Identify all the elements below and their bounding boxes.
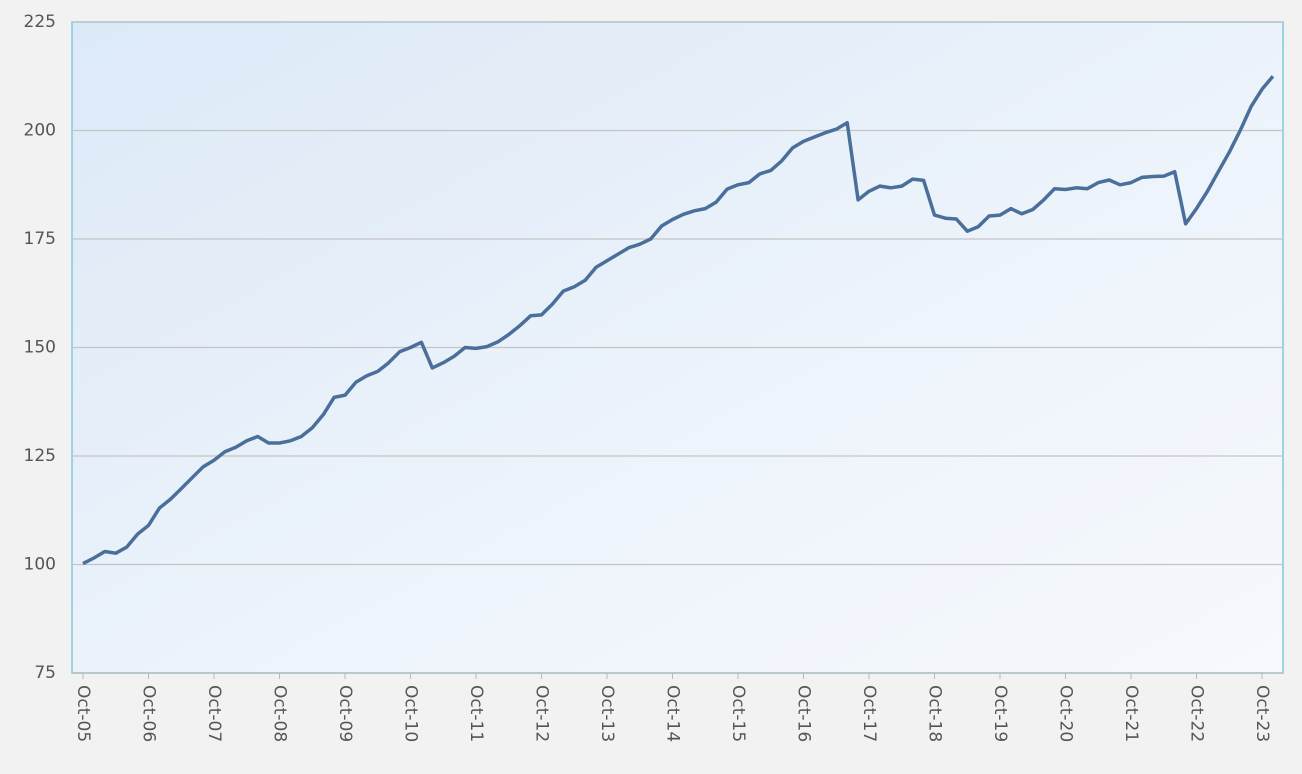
x-tick-label: Oct-13	[597, 685, 617, 742]
x-tick-label: Oct-15	[728, 685, 748, 742]
x-tick-label: Oct-22	[1187, 685, 1207, 742]
y-tick-label: 175	[24, 229, 56, 249]
y-tick-label: 200	[24, 121, 56, 141]
series-line	[82, 75, 1275, 566]
y-tick-label: 150	[24, 338, 56, 358]
y-tick-label: 75	[34, 663, 56, 683]
x-tick-label: Oct-07	[204, 685, 224, 742]
x-tick-label: Oct-23	[1252, 685, 1272, 742]
x-tick-label: Oct-18	[925, 685, 945, 742]
x-tick-label: Oct-17	[859, 685, 879, 742]
x-tick-label: Oct-20	[1056, 685, 1076, 742]
x-tick-label: Oct-14	[663, 685, 683, 742]
y-tick-label: 100	[24, 555, 56, 575]
x-tick-label: Oct-21	[1121, 685, 1141, 742]
x-tick-label: Oct-19	[990, 685, 1010, 742]
x-tick-label: Oct-09	[335, 685, 355, 742]
x-tick-label: Oct-11	[466, 685, 486, 742]
y-tick-label: 225	[24, 12, 56, 32]
x-tick-label: Oct-10	[401, 685, 421, 742]
x-tick-label: Oct-12	[532, 685, 552, 742]
x-tick-label: Oct-05	[73, 685, 93, 742]
x-tick-label: Oct-16	[794, 685, 814, 742]
x-tick-label: Oct-06	[139, 685, 159, 742]
x-tick-label: Oct-08	[270, 685, 290, 742]
y-tick-label: 125	[24, 446, 56, 466]
